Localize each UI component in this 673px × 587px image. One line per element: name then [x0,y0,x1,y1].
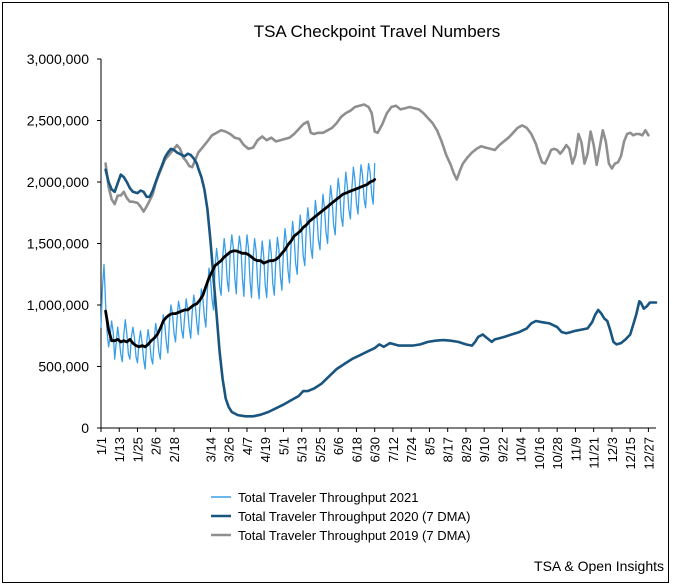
x-tick-label: 3/14 [203,437,218,462]
x-tick-label: 8/5 [422,437,437,455]
x-tick-label: 1/1 [94,437,109,455]
x-tick-label: 4/7 [240,437,255,455]
x-tick-label: 7/12 [386,437,401,462]
x-tick-label: 12/3 [605,437,620,462]
y-tick-label: 500,000 [38,359,89,375]
y-tick-label: 0 [81,420,89,436]
y-tick-label: 3,000,000 [27,51,89,67]
x-tick-label: 10/16 [532,437,547,470]
legend-label-2019: Total Traveler Throughput 2019 (7 DMA) [238,528,470,543]
x-tick-label: 10/28 [550,437,565,470]
x-tick-label: 1/25 [130,437,145,462]
x-tick-label: 5/25 [313,437,328,462]
series-group [100,103,658,418]
x-tick-label: 3/26 [222,437,237,462]
x-tick-label: 9/10 [477,437,492,462]
series-2021-dma-line [104,178,377,349]
axes: 0 500,000 1,000,000 1,500,000 2,000,000 2,500… [27,51,657,470]
y-tick-label: 1,500,000 [27,236,89,252]
series-2021-daily-line [100,162,376,370]
x-tick-label: 5/13 [295,437,310,462]
y-tick-label: 1,000,000 [27,297,89,313]
x-tick-label: 6/18 [349,437,364,462]
y-tick-label: 2,000,000 [27,174,89,190]
series-2020-dma-line [104,147,658,418]
chart-title: TSA Checkpoint Travel Numbers [254,22,501,41]
y-tick-label: 2,500,000 [27,113,89,129]
x-tick-label: 11/9 [568,437,583,461]
x-tick-label: 8/29 [459,437,474,462]
x-tick-label: 12/15 [623,437,638,470]
x-tick-label: 12/27 [641,437,656,470]
x-tick-label: 2/18 [167,437,182,462]
series-2019-dma-line [104,103,650,213]
legend-label-2020: Total Traveler Throughput 2020 (7 DMA) [238,509,470,524]
x-tick-label: 7/24 [404,437,419,462]
x-tick-label: 6/6 [331,437,346,455]
x-tick-label: 4/19 [258,437,273,462]
x-tick-label: 11/21 [587,437,602,469]
source-label: TSA & Open Insights [534,558,664,574]
x-tick-label: 1/13 [112,437,127,462]
x-tick-label: 9/22 [495,437,510,462]
legend-label-2021: Total Traveler Throughput 2021 [238,490,418,505]
x-tick-label: 8/17 [441,437,456,462]
x-tick-label: 10/4 [514,437,529,462]
x-tick-label: 2/6 [149,437,164,455]
x-tick-label: 5/1 [276,437,291,455]
legend: Total Traveler Throughput 2021 Total Tra… [211,490,470,543]
x-tick-label: 6/30 [368,437,383,462]
